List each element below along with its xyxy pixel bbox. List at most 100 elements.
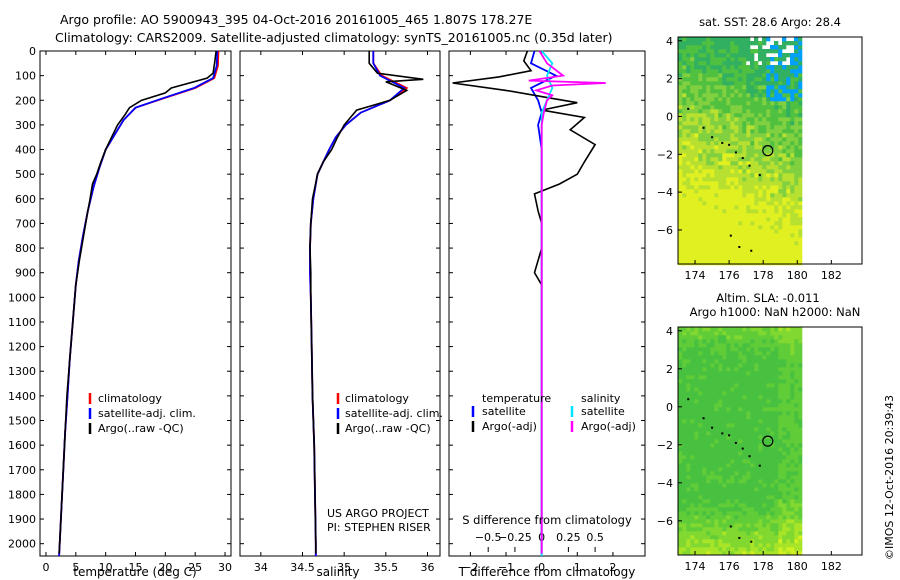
sst-cell [730,261,735,266]
temperature-xtick-label: 5 [72,561,79,574]
sla-cell [766,475,771,480]
sla-cell [794,527,799,532]
sst-cell [762,169,767,174]
sst-cell [778,81,783,86]
sla-cell [734,435,739,440]
sla-cell [746,399,751,404]
sst-cell-blank [758,61,762,65]
sla-cell [734,411,739,416]
sla-cell [726,339,731,344]
sla-cell [778,547,783,552]
sla-cell [694,379,699,384]
sla-cell [710,407,715,412]
sla-cell [746,391,751,396]
sla-cell [782,539,787,544]
sla-cell [746,523,751,528]
sla-cell [798,371,803,376]
sst-cell [746,197,751,202]
sla-cell [730,539,735,544]
sla-cell [754,459,759,464]
sla-cell [714,359,719,364]
sla-cell [778,483,783,488]
sst-cell [758,45,763,50]
sla-cell [762,507,767,512]
sla-cell [678,531,683,536]
sla-cell [706,451,711,456]
sst-cell [678,117,683,122]
sla-cell [774,451,779,456]
sst-cell [722,253,727,258]
sst-cell [690,137,695,142]
sla-cell [786,523,791,528]
sst-cell [734,129,739,134]
sla-cell [698,547,703,552]
sst-cell [726,97,731,102]
sst-cell [782,165,787,170]
sst-cell [794,201,799,206]
sst-cell [718,129,723,134]
sla-cell [678,539,683,544]
sst-cell [762,85,767,90]
sst-cell [690,201,695,206]
sst-cell [678,145,683,150]
sla-cell [730,335,735,340]
sst-cell [774,233,779,238]
sst-cell [774,81,779,86]
sst-cell [698,245,703,250]
sla-cell [750,511,755,516]
sla-cell [794,363,799,368]
sst-cell [686,233,691,238]
sla-cell [750,383,755,388]
sla-cell [778,395,783,400]
sla-cell [746,347,751,352]
sla-cell [702,331,707,336]
sla-cell [766,451,771,456]
sla-cell [734,431,739,436]
sla-cell [794,451,799,456]
sla-cell [794,515,799,520]
sst-cell [718,149,723,154]
sla-cell [742,471,747,476]
sla-cell [778,463,783,468]
sla-cell [754,375,759,380]
sst-cell [738,113,743,118]
sla-cell [770,439,775,444]
sst-cell [758,209,763,214]
sla-cell [754,499,759,504]
sla-cell [722,359,727,364]
sst-cell [774,173,779,178]
sla-cell [766,363,771,368]
sla-cell [706,515,711,520]
sst-cell [754,253,759,258]
sst-cell [774,133,779,138]
sst-cell [782,113,787,118]
sla-cell [710,455,715,460]
sst-cell [750,161,755,166]
sst-cell [758,57,763,62]
sla-cell [694,467,699,472]
sst-cell [742,189,747,194]
sst-cell [798,121,803,126]
sst-cell [706,221,711,226]
sla-cell [678,511,683,516]
sst-cell [782,93,787,98]
sla-cell [754,447,759,452]
sla-cell [746,491,751,496]
sla-cell [706,479,711,484]
sst-cell [750,105,755,110]
sla-cell [698,443,703,448]
sla-cell [758,535,763,540]
sla-cell [726,503,731,508]
sst-cell [774,197,779,202]
sst-cell [742,197,747,202]
sst-cell [710,225,715,230]
sla-cell [734,355,739,360]
sst-cell [706,61,711,66]
sst-cell [718,53,723,58]
sst-cell [698,97,703,102]
sla-cell [694,495,699,500]
sla-cell [766,327,771,332]
sla-cell [726,367,731,372]
sla-cell [678,547,683,552]
sla-cell [714,391,719,396]
